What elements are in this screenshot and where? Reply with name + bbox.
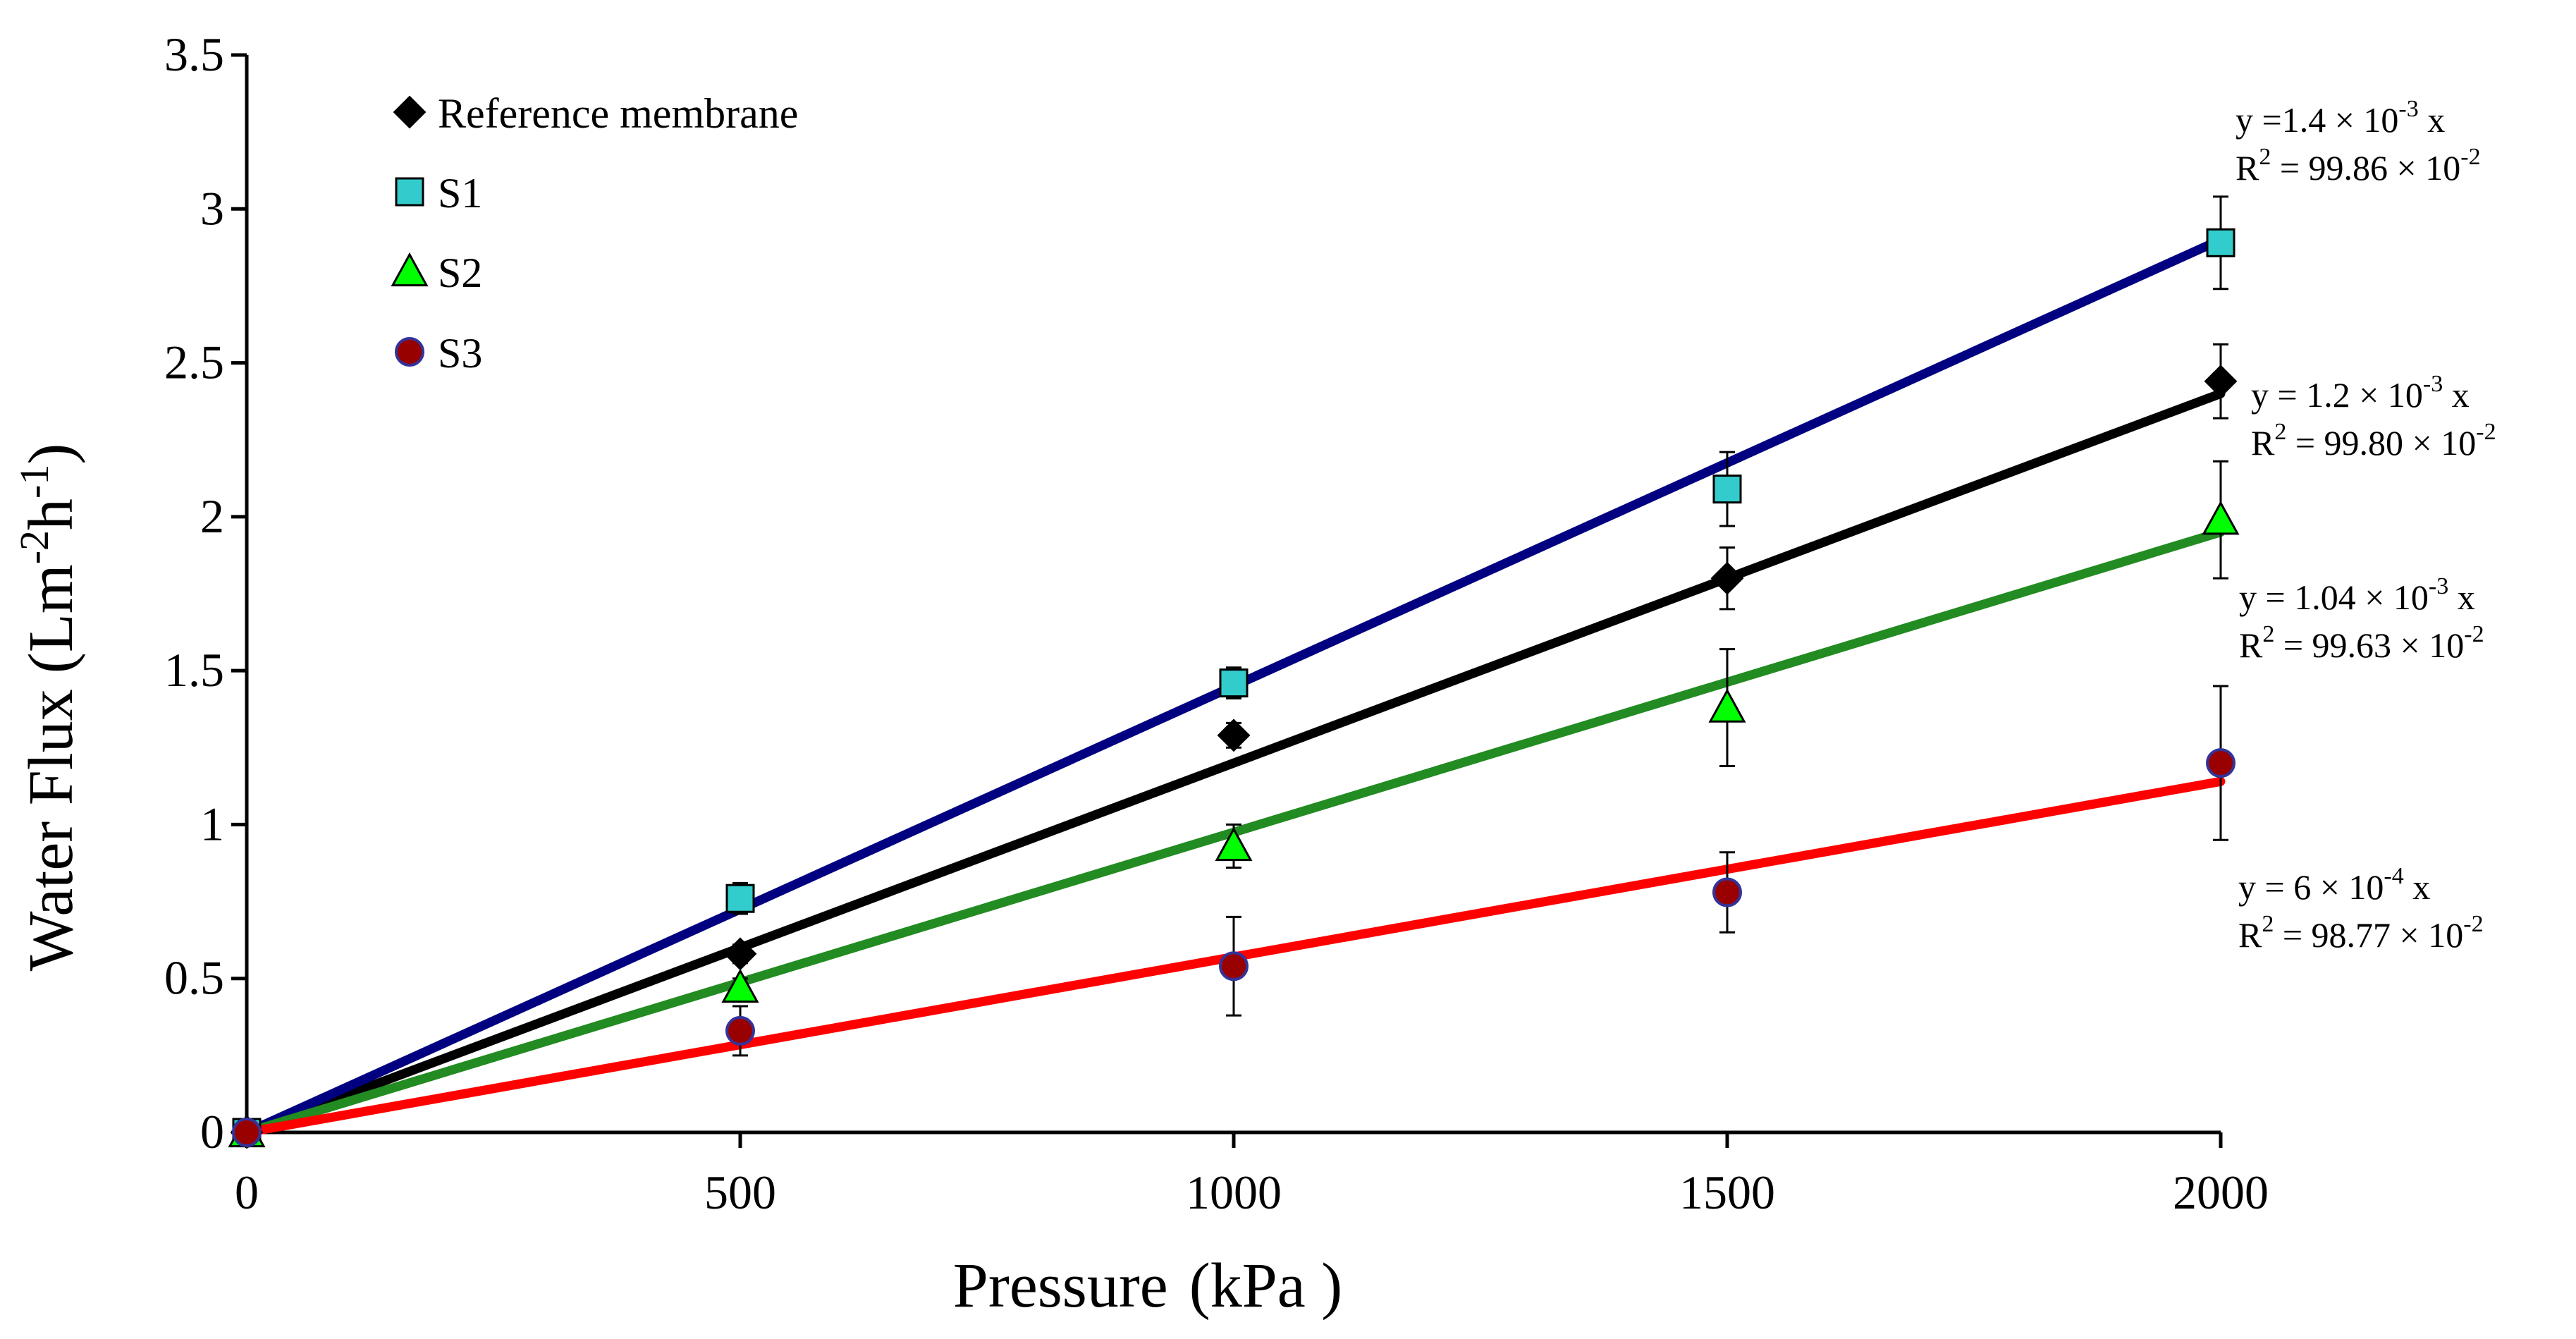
equation-tail: x	[2448, 577, 2475, 617]
equation-tail: x	[2419, 100, 2446, 140]
equation-tail: x	[2404, 867, 2431, 907]
point-s2	[721, 968, 759, 1003]
equation-line: y = 1.2 × 10-3 x	[2251, 371, 2470, 415]
legend-item: Reference membrane	[393, 90, 798, 137]
y-tick-label: 3	[200, 181, 224, 235]
fit-equations: y =1.4 × 10-3 xR2 = 99.86 × 10-2y = 1.2 …	[2235, 96, 2496, 955]
y-tick-label: 0	[200, 1105, 224, 1158]
legend-label: S1	[438, 170, 482, 216]
equation-line: y = 1.04 × 10-3 x	[2239, 573, 2475, 617]
point-s1	[2206, 228, 2235, 257]
equation-text: y =1.4 × 10	[2235, 100, 2398, 140]
y-axis-label: Water Flux	[16, 689, 86, 971]
r-squared-line: R2 = 98.77 × 10-2	[2238, 911, 2484, 955]
axes: 0 0.5 1 1.5 2 2.5 3 3.5 0 500 1000 1500 2000	[164, 27, 2269, 1219]
y-unit-pre: (Lm	[16, 564, 86, 673]
r2-text: R	[2238, 915, 2262, 955]
r2-value: = 99.86 × 10	[2271, 148, 2460, 188]
y-tick-label: 1.5	[164, 643, 224, 697]
legend-marker	[395, 337, 424, 367]
x-tick-label: 1000	[1186, 1166, 1282, 1219]
y-tick-label: 2	[200, 489, 224, 543]
x-tick-label: 2000	[2173, 1166, 2269, 1219]
point-reference-membrane	[2204, 365, 2238, 398]
r2-text: R	[2239, 625, 2263, 665]
legend-marker	[393, 95, 427, 129]
x-tick-label: 1500	[1679, 1166, 1775, 1219]
legend: Reference membrane S1 S2 S3	[391, 90, 798, 377]
equation-exponent: -4	[2384, 863, 2403, 889]
r2-exponent: 2	[2262, 621, 2274, 647]
fit-equation-s1: y =1.4 × 10-3 xR2 = 99.86 × 10-2	[2235, 96, 2481, 188]
y-unit-post: )	[16, 444, 86, 465]
equation-text: y = 1.2 × 10	[2251, 375, 2423, 415]
y-tick-label: 0.5	[164, 951, 224, 1005]
fit-line-reference-membrane	[242, 389, 2226, 1137]
r2-value-exponent: -2	[2463, 911, 2483, 937]
equation-text: y = 6 × 10	[2238, 867, 2384, 907]
point-s1	[1712, 475, 1742, 504]
equation-exponent: -3	[2429, 573, 2448, 599]
point-s3	[1712, 877, 1742, 907]
legend-item: S1	[395, 170, 482, 216]
legend-marker	[391, 252, 429, 287]
r2-text: R	[2251, 423, 2275, 463]
point-s3	[1219, 951, 1249, 982]
point-s3	[232, 1118, 262, 1147]
point-reference-membrane	[1710, 561, 1744, 595]
data-markers	[228, 228, 2240, 1149]
r-squared-line: R2 = 99.63 × 10-2	[2239, 621, 2484, 665]
r2-exponent: 2	[2274, 419, 2286, 445]
y-tick-label: 2.5	[164, 336, 224, 389]
legend-item: S3	[395, 330, 482, 377]
legend-item: S2	[391, 250, 482, 296]
equation-exponent: -3	[2423, 371, 2443, 397]
point-s1	[1219, 668, 1249, 698]
r2-value-exponent: -2	[2476, 419, 2496, 445]
y-unit-sup1: -2	[11, 530, 57, 564]
x-axis-unit: (kPa )	[1189, 1251, 1342, 1321]
point-s2	[2202, 501, 2240, 535]
legend-marker	[395, 177, 424, 207]
legend-label: S2	[438, 250, 482, 296]
r2-value: = 98.77 × 10	[2274, 915, 2463, 955]
r2-value: = 99.80 × 10	[2286, 423, 2476, 463]
y-unit-sup2: -1	[11, 465, 57, 499]
r2-value-exponent: -2	[2464, 621, 2484, 647]
r-squared-line: R2 = 99.80 × 10-2	[2251, 419, 2496, 463]
point-s2	[1708, 688, 1746, 723]
legend-label: Reference membrane	[438, 90, 798, 137]
r2-exponent: 2	[2262, 911, 2274, 937]
y-axis-title: Water Flux (Lm-2h-1)	[11, 444, 86, 972]
fit-equation-s3: y = 6 × 10-4 xR2 = 98.77 × 10-2	[2238, 863, 2484, 955]
r2-value: = 99.63 × 10	[2274, 625, 2464, 665]
x-axis-label: Pressure	[953, 1251, 1168, 1321]
equation-text: y = 1.04 × 10	[2239, 577, 2429, 617]
y-tick-label: 3.5	[164, 27, 224, 81]
y-unit-mid: h	[16, 499, 86, 530]
r2-text: R	[2235, 148, 2259, 188]
equation-tail: x	[2443, 375, 2470, 415]
point-s1	[725, 884, 755, 913]
y-tick-label: 1	[200, 797, 224, 850]
error-bars	[732, 195, 2228, 1057]
fit-equation-reference-membrane: y = 1.2 × 10-3 xR2 = 99.80 × 10-2	[2251, 371, 2496, 463]
equation-line: y = 6 × 10-4 x	[2238, 863, 2430, 907]
point-s3	[725, 1015, 755, 1046]
r2-value-exponent: -2	[2460, 144, 2480, 170]
point-reference-membrane	[1217, 719, 1251, 752]
x-axis-title: Pressure (kPa )	[953, 1251, 1342, 1321]
point-s2	[1215, 826, 1253, 862]
x-tick-label: 500	[704, 1166, 776, 1219]
legend-label: S3	[438, 330, 482, 377]
equation-line: y =1.4 × 10-3 x	[2235, 96, 2445, 140]
point-s3	[2206, 748, 2235, 778]
r2-exponent: 2	[2259, 144, 2271, 170]
fit-equation-s2: y = 1.04 × 10-3 xR2 = 99.63 × 10-2	[2239, 573, 2484, 665]
x-tick-label: 0	[235, 1166, 259, 1219]
r-squared-line: R2 = 99.86 × 10-2	[2235, 144, 2481, 188]
equation-exponent: -3	[2398, 96, 2418, 122]
